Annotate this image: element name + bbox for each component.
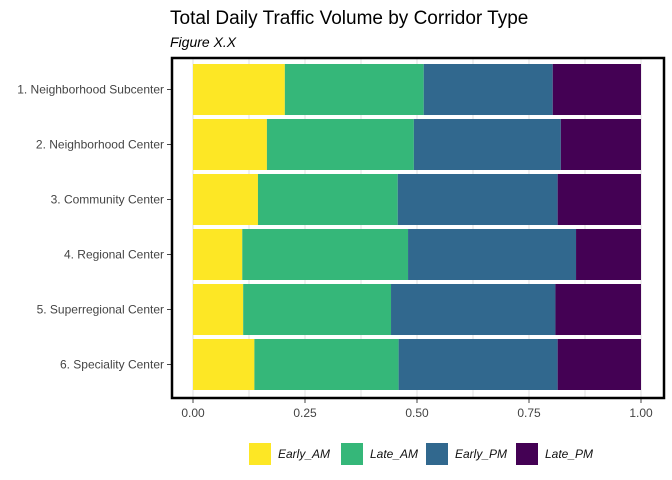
- panel-border: [170, 56, 666, 400]
- bars-layer: [193, 64, 641, 390]
- y-tick-label: 1. Neighborhood Subcenter: [17, 83, 164, 97]
- bar-segment-early-am: [193, 119, 267, 170]
- x-tick-label: 0.50: [405, 406, 429, 420]
- legend-swatch: [516, 443, 538, 465]
- y-axis-labels: 1. Neighborhood Subcenter 2. Neighborhood…: [17, 83, 172, 372]
- legend-label: Early_AM: [278, 447, 330, 461]
- bar-segment-early-pm: [423, 64, 553, 115]
- legend-label: Late_PM: [545, 447, 593, 461]
- bar-segment-early-pm: [397, 174, 558, 225]
- bar-segment-early-am: [193, 64, 285, 115]
- bar-segment-late-am: [284, 64, 424, 115]
- chart-title: Total Daily Traffic Volume by Corridor T…: [170, 8, 528, 29]
- legend: Early_AM Late_AM Early_PM Late_PM: [249, 443, 593, 465]
- chart-subtitle: Figure X.X: [170, 34, 237, 50]
- bar-segment-early-pm: [408, 229, 577, 280]
- bar-segment-early-pm: [391, 284, 556, 335]
- legend-item: Early_PM: [426, 443, 507, 465]
- bar-segment-early-pm: [413, 119, 561, 170]
- bar-segment-early-pm: [398, 339, 558, 390]
- y-tick-label: 3. Community Center: [51, 193, 164, 207]
- x-tick-label: 0.75: [517, 406, 541, 420]
- bar-segment-late-am: [242, 229, 409, 280]
- bar-segment-late-am: [254, 339, 399, 390]
- bar-segment-late-am: [257, 174, 398, 225]
- bar-segment-early-am: [193, 339, 255, 390]
- bar-segment-late-am: [243, 284, 392, 335]
- legend-label: Early_PM: [455, 447, 507, 461]
- bar-segment-late-pm: [552, 64, 641, 115]
- y-tick-label: 6. Speciality Center: [60, 358, 164, 372]
- x-tick-label: 0.00: [181, 406, 205, 420]
- x-axis-labels: 0.00 0.25 0.50 0.75 1.00: [181, 398, 653, 420]
- bar-segment-late-pm: [557, 174, 641, 225]
- bar-segment-late-pm: [560, 119, 641, 170]
- y-tick-label: 2. Neighborhood Center: [36, 138, 164, 152]
- legend-item: Late_AM: [341, 443, 418, 465]
- y-tick-label: 5. Superregional Center: [37, 303, 164, 317]
- legend-label: Late_AM: [370, 447, 418, 461]
- bar-segment-late-pm: [576, 229, 641, 280]
- legend-swatch: [341, 443, 363, 465]
- x-tick-label: 0.25: [293, 406, 317, 420]
- legend-item: Late_PM: [516, 443, 593, 465]
- legend-item: Early_AM: [249, 443, 330, 465]
- legend-swatch: [426, 443, 448, 465]
- bar-segment-late-pm: [555, 284, 641, 335]
- bar-segment-early-am: [193, 174, 258, 225]
- legend-swatch: [249, 443, 271, 465]
- bar-segment-late-am: [266, 119, 414, 170]
- bar-segment-late-pm: [557, 339, 641, 390]
- bar-segment-early-am: [193, 284, 244, 335]
- x-tick-label: 1.00: [629, 406, 653, 420]
- bar-segment-early-am: [193, 229, 243, 280]
- y-tick-label: 4. Regional Center: [64, 248, 164, 262]
